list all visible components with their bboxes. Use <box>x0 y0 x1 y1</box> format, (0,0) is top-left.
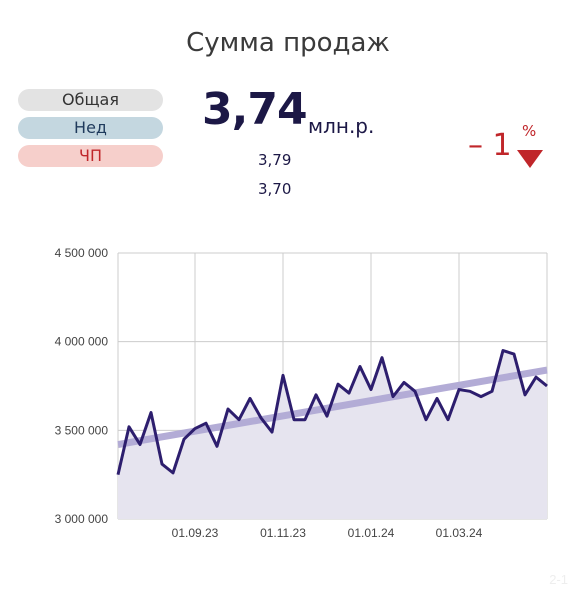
x-tick-label: 01.09.23 <box>172 526 219 540</box>
kpi-unit: млн.р. <box>308 114 375 138</box>
y-tick-label: 3 500 000 <box>55 423 109 437</box>
y-tick-label: 3 000 000 <box>55 512 109 526</box>
x-tick-label: 01.01.24 <box>348 526 395 540</box>
kpi-delta-unit: % <box>522 122 537 140</box>
filter-week-pill[interactable]: Нед <box>18 117 163 139</box>
filter-all-pill[interactable]: Общая <box>18 89 163 111</box>
corner-label: 2-1 <box>549 572 568 587</box>
kpi-pe-value: 3,70 <box>258 180 292 198</box>
kpi-main-value: 3,74 <box>202 84 308 135</box>
chart-title: Сумма продаж <box>186 28 390 58</box>
y-tick-label: 4 000 000 <box>55 335 109 349</box>
kpi-delta-value: – 1 <box>468 128 512 163</box>
down-arrow-icon <box>517 150 543 168</box>
filter-pe-pill[interactable]: ЧП <box>18 145 163 167</box>
series-area <box>118 350 547 519</box>
series-line <box>116 349 548 476</box>
sales-line-chart: 3 000 000 3 500 000 4 000 000 4 500 000 01.0… <box>55 246 548 540</box>
y-tick-label: 4 500 000 <box>55 246 109 260</box>
x-tick-label: 01.11.23 <box>260 526 306 540</box>
kpi-week-value: 3,79 <box>258 151 292 169</box>
x-tick-label: 01.03.24 <box>436 526 483 540</box>
